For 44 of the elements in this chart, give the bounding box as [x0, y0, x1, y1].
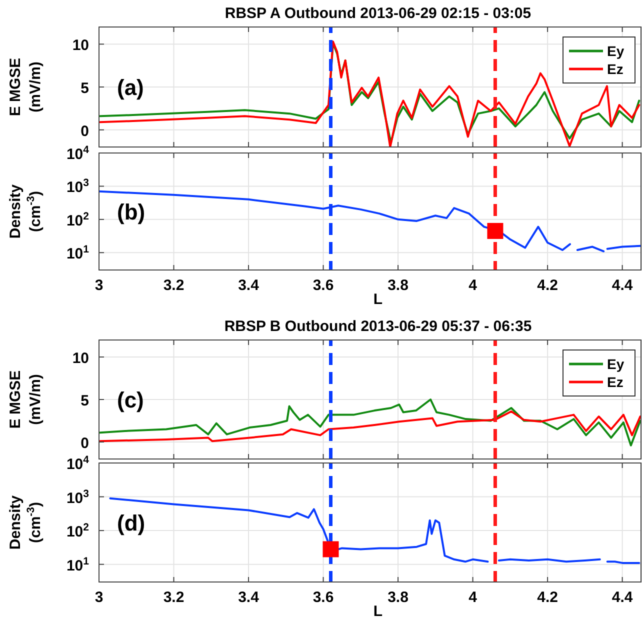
chart-title: RBSP B Outbound 2013-06-29 05:37 - 06:35 — [224, 318, 532, 335]
annotation: (b) — [117, 200, 146, 224]
y-tick-label: 10$^{1}$ — [66, 244, 90, 263]
x-tick-label: 3.6 — [312, 277, 334, 294]
x-axis-title: L — [373, 603, 383, 619]
y-tick-label: 10$^{4}$ — [66, 144, 90, 163]
x-tick-label: 4.4 — [612, 277, 634, 294]
legend-label: Ez — [607, 374, 624, 390]
annotation: (a) — [117, 75, 144, 100]
x-tick-label: 3.4 — [238, 277, 260, 294]
x-tick-label: 3 — [94, 589, 104, 606]
x-tick-label: 3.6 — [312, 589, 334, 606]
x-tick-label: 3.8 — [388, 277, 408, 294]
x-tick-label: 4.2 — [537, 589, 558, 606]
y-tick-label: 5 — [80, 392, 89, 410]
y-axis-title: E MGSE (mV/m) — [7, 58, 44, 116]
legend-label: Ey — [607, 43, 624, 59]
x-tick-label: 4.4 — [612, 589, 634, 606]
y-tick-label: 10$^{2}$ — [66, 522, 90, 541]
x-tick-label: 4 — [468, 277, 478, 294]
y-tick-label: 10$^{2}$ — [66, 210, 90, 230]
chart-title: RBSP A Outbound 2013-06-29 02:15 - 03:05 — [224, 5, 532, 22]
legend-label: Ez — [607, 61, 624, 77]
x-tick-label: 3.2 — [163, 589, 184, 606]
y-axis-title: E MGSE (mV/m) — [7, 370, 44, 429]
annotation: (d) — [117, 510, 146, 536]
x-tick-label: 3.8 — [388, 589, 408, 606]
y-tick-label: 10 — [72, 37, 89, 54]
x-tick-label: 3 — [94, 277, 104, 294]
y-tick-label: 10$^{3}$ — [66, 488, 90, 507]
x-tick-label: 3.4 — [238, 589, 260, 606]
y-tick-label: 10$^{3}$ — [66, 177, 90, 196]
annotation: (c) — [117, 388, 144, 412]
x-tick-label: 4.2 — [537, 277, 558, 294]
y-tick-label: 5 — [80, 80, 89, 97]
x-axis-title: L — [373, 291, 383, 308]
x-tick-label: 4 — [468, 589, 478, 606]
y-tick-label: 0 — [80, 435, 89, 452]
y-tick-label: 0 — [80, 122, 89, 140]
legend-label: Ey — [607, 356, 624, 372]
y-tick-label: 10$^{4}$ — [66, 454, 90, 473]
y-tick-label: 10 — [72, 350, 89, 367]
x-tick-label: 3.2 — [163, 277, 184, 294]
y-tick-label: 10$^{1}$ — [66, 555, 90, 574]
